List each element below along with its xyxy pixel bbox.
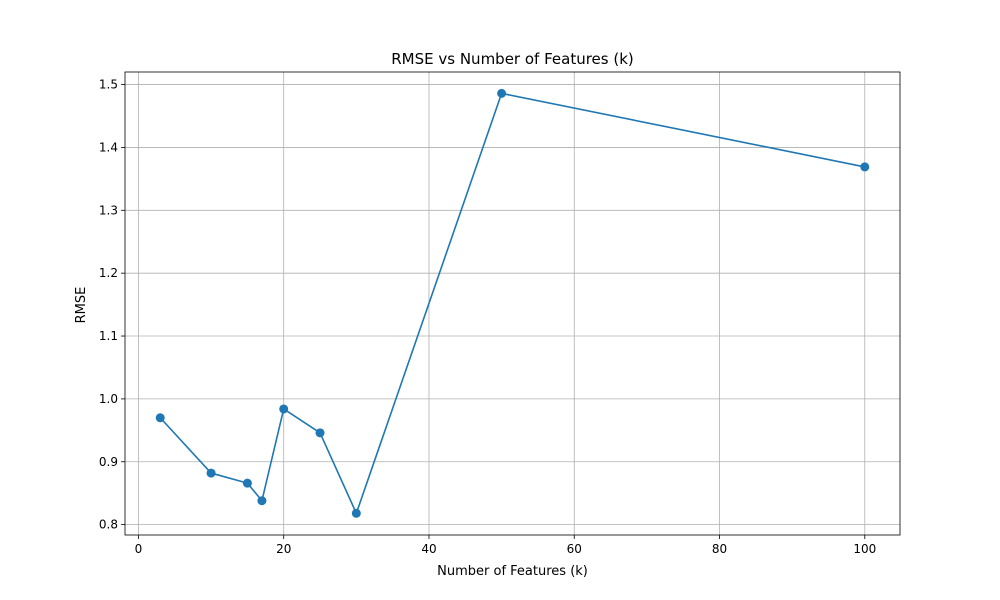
y-axis-label: RMSE: [74, 287, 89, 324]
tick-labels: 0 20 40 60 80 100 0.8 0.9 1.0 1.1 1.2 1.3 1.4 1.5: [99, 78, 876, 556]
y-tick-label: 1.0: [99, 392, 118, 406]
plot-frame: [124, 71, 901, 536]
data-point: [351, 508, 361, 518]
x-tick-label: 20: [276, 542, 291, 556]
axes: [121, 71, 901, 539]
y-tick-label: 1.2: [99, 266, 118, 280]
data-point: [860, 162, 870, 172]
x-axis-label: Number of Features (k): [437, 564, 588, 579]
y-tick-label: 1.3: [99, 203, 118, 217]
data-point: [242, 478, 252, 488]
y-tick-label: 0.9: [99, 455, 118, 469]
chart-title: RMSE vs Number of Features (k): [391, 50, 634, 68]
x-tick-label: 40: [421, 542, 436, 556]
x-tick-label: 0: [135, 542, 143, 556]
data-point: [497, 88, 507, 98]
y-tick-label: 1.4: [99, 140, 118, 154]
x-tick-label: 60: [567, 542, 582, 556]
data-point: [257, 496, 267, 506]
y-tick-label: 0.8: [99, 518, 118, 532]
x-tick-label: 80: [712, 542, 727, 556]
data-point: [315, 428, 325, 438]
data-point: [206, 468, 216, 478]
series-layer: [155, 88, 870, 518]
y-tick-label: 1.1: [99, 329, 118, 343]
y-tick-label: 1.5: [99, 78, 118, 92]
data-point: [155, 413, 165, 423]
data-point: [279, 404, 289, 414]
x-tick-label: 100: [853, 542, 876, 556]
